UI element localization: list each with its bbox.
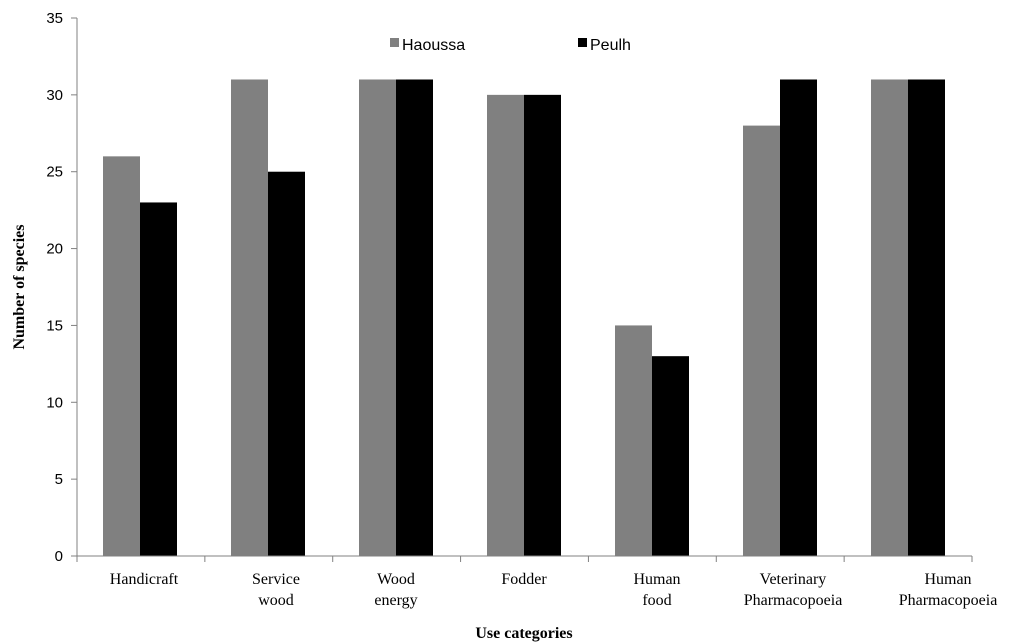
x-ticks-group <box>76 556 973 562</box>
x-axis-title: Use categories <box>475 625 572 642</box>
legend-label-peulh: Peulh <box>590 37 631 54</box>
y-tick-label: 0 <box>55 548 63 565</box>
category-label: Human food <box>633 571 680 609</box>
bar-haoussa-6 <box>871 79 908 556</box>
bar-haoussa-4 <box>615 325 652 556</box>
axes-group <box>76 18 972 557</box>
y-axis-title: Number of species <box>11 224 28 349</box>
legend-label-haoussa: Haoussa <box>402 37 465 54</box>
bar-peulh-0 <box>140 202 177 556</box>
category-label: Service wood <box>252 571 300 609</box>
y-tick-label: 20 <box>46 241 63 258</box>
bars-group <box>103 79 945 557</box>
bar-haoussa-2 <box>359 79 396 556</box>
category-label: Wood energy <box>374 571 417 609</box>
y-tick-label: 10 <box>46 394 63 411</box>
bar-peulh-6 <box>908 79 945 556</box>
legend-swatch-peulh <box>578 38 587 47</box>
category-label: Fodder <box>501 571 547 588</box>
y-tick-label: 35 <box>46 10 63 27</box>
y-tick-label: 15 <box>46 317 63 334</box>
bar-peulh-4 <box>652 356 689 556</box>
category-label: Veterinary Pharmacopoeia <box>744 571 843 609</box>
bar-haoussa-3 <box>487 94 524 556</box>
bar-peulh-5 <box>780 79 817 556</box>
bar-peulh-1 <box>268 171 305 556</box>
bar-peulh-3 <box>524 94 561 556</box>
category-label: Human Pharmacopoeia <box>899 571 998 609</box>
y-tick-label: 25 <box>46 164 63 181</box>
y-tick-label: 30 <box>46 87 63 104</box>
category-label: Handicraft <box>110 571 179 588</box>
bar-haoussa-0 <box>103 156 140 557</box>
legend-swatch-haoussa <box>390 38 399 47</box>
legend: Haoussa Peulh <box>390 37 631 54</box>
category-labels-group: Handicraft Service wood Wood energy Fodder Hum… <box>110 571 998 609</box>
bar-peulh-2 <box>396 79 433 556</box>
y-ticks-group: 0 5 10 15 20 25 30 35 <box>46 10 77 565</box>
bar-haoussa-1 <box>231 79 268 556</box>
bar-haoussa-5 <box>743 125 780 556</box>
y-tick-label: 5 <box>55 471 63 488</box>
